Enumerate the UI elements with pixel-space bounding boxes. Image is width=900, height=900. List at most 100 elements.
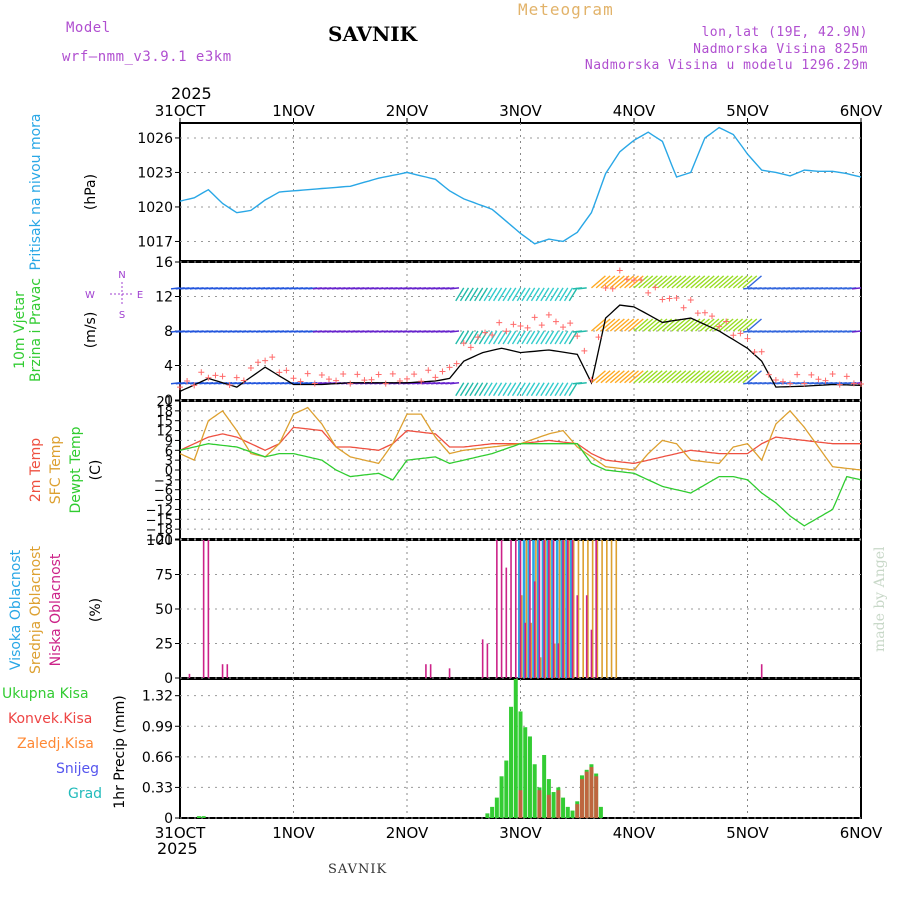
wind-gust-marker: [822, 377, 829, 384]
temp-tick-label: 12: [156, 425, 173, 440]
wind-unit: (m/s): [83, 312, 99, 349]
wind-barb: [492, 382, 503, 397]
cloud-legend-mid: Srednja Oblacnost: [28, 546, 44, 674]
wind-barb: [657, 275, 673, 289]
precip-bar-0: [504, 760, 509, 818]
wind-gust-marker: [482, 329, 489, 336]
wind-gust-marker: [425, 367, 432, 374]
wind-tick-label: 16: [155, 255, 173, 271]
wind-barb: [516, 330, 526, 345]
coords-label: lon,lat (19E, 42.9N): [701, 25, 868, 40]
wind-barb: [737, 370, 753, 384]
wind-barb: [554, 382, 564, 397]
temp-legend-dew: Dewpt Temp: [68, 426, 84, 513]
wind-barb: [628, 318, 644, 332]
wind-barb: [666, 275, 682, 289]
wind-barb: [590, 275, 606, 289]
wind-barb: [676, 370, 692, 384]
wind-gust-marker: [283, 367, 290, 374]
precip-bar-0: [201, 816, 206, 818]
day-label-bottom: 4NOV: [613, 824, 656, 842]
day-label-top: 5NOV: [726, 102, 769, 120]
wind-gust-marker: [843, 373, 850, 380]
cloud-unit: (%): [88, 598, 104, 622]
wind-gust-marker: [787, 380, 794, 387]
wind-barb: [647, 275, 663, 289]
panel-frame-2: [179, 400, 862, 540]
wind-gust-marker: [418, 378, 425, 385]
day-label-top: 6NOV: [840, 102, 883, 120]
wind-barb: [723, 370, 739, 384]
wind-barb: [474, 382, 484, 397]
wind-barb: [483, 330, 493, 345]
temp-tick-label: 21: [156, 395, 173, 410]
temp-tick-label: −3: [154, 474, 173, 489]
wind-gust-marker: [709, 313, 716, 320]
wind-barb: [638, 275, 654, 289]
wind-gust-marker: [396, 377, 403, 384]
wind-barb: [671, 370, 687, 384]
wind-barb: [633, 370, 649, 384]
temp-legend-sfc: SFC Temp: [48, 436, 64, 505]
wind-barb: [549, 287, 559, 302]
wind-barb: [619, 370, 635, 384]
wind-gust-marker: [758, 348, 765, 355]
wind-barb: [530, 382, 541, 397]
pressure-tick-label: 1020: [137, 200, 173, 216]
wind-barb: [851, 330, 862, 333]
temp-line-2: [179, 443, 862, 527]
wind-barb: [577, 287, 587, 290]
precip-bar-1: [584, 771, 589, 818]
wind-gust-marker: [212, 372, 219, 379]
wind-barb: [709, 370, 725, 384]
wind-gust-marker: [404, 375, 410, 382]
wind-gust-marker: [751, 348, 758, 355]
wind-barb: [619, 318, 635, 332]
pressure-line: [179, 126, 862, 245]
wind-barb: [568, 287, 578, 302]
wind-barb: [563, 382, 574, 397]
wind-gust-marker: [552, 318, 559, 325]
wind-gust-marker: [659, 296, 666, 303]
wind-gust-marker: [503, 328, 510, 335]
wind-gust-marker: [772, 376, 779, 383]
wind-barb: [545, 287, 555, 302]
precip-tick-label: 0.33: [142, 780, 173, 796]
temp-tick-label: 0: [165, 464, 173, 479]
wind-barb: [680, 275, 696, 289]
wind-barb: [851, 287, 862, 290]
wind-barb: [502, 287, 512, 302]
wind-barb: [459, 330, 470, 345]
wind-barb: [643, 370, 658, 384]
year-bottom: 2025: [157, 839, 198, 858]
cloud-legend-high: Visoka Oblacnost: [8, 549, 24, 670]
wind-barb: [497, 287, 507, 302]
model-elevation-label: Nadmorska Visina u modelu 1296.29m: [584, 58, 868, 73]
wind-barb: [666, 318, 682, 332]
elevation-label: Nadmorska Visina 825m: [693, 42, 868, 57]
wind-barb: [652, 370, 668, 384]
wind-gust-marker: [177, 384, 183, 391]
wind-gust-marker: [645, 289, 652, 296]
wind-gust-marker: [723, 318, 730, 325]
wind-barb: [609, 318, 625, 332]
wind-barb: [624, 318, 639, 332]
temp-tick-label: −18: [146, 523, 173, 538]
wind-barb: [657, 370, 673, 384]
wind-barb: [704, 370, 720, 384]
cloud-tick-label: 0: [164, 671, 173, 687]
wind-gust-marker: [297, 378, 304, 385]
wind-barb: [449, 287, 460, 290]
pressure-unit: (hPa): [83, 174, 99, 210]
wind-barb: [545, 382, 555, 397]
wind-barb: [728, 318, 744, 332]
wind-gust-marker: [730, 332, 737, 339]
wind-barb: [559, 330, 569, 345]
wind-barb: [628, 370, 644, 384]
day-label-top: 31OCT: [155, 102, 206, 120]
wind-gust-marker: [304, 370, 311, 377]
temp-tick-label: 18: [156, 405, 173, 420]
wind-barb: [614, 370, 630, 384]
pressure-tick-label: 1026: [137, 131, 173, 147]
wind-barb: [723, 318, 739, 332]
